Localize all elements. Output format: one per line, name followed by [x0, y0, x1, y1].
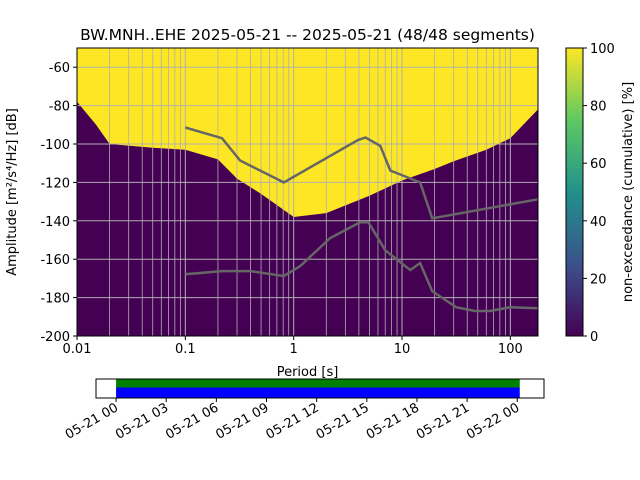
timeline-tick-label: 05-21 03 [113, 400, 171, 442]
y-tick-label: -100 [40, 138, 70, 153]
x-tick-label: 1 [290, 342, 298, 357]
heatmap-band-3 [77, 48, 538, 217]
y-axis-label: Amplitude [m²/s⁴/Hz] [dB] [5, 108, 20, 276]
colorbar-label: non-exceedance (cumulative) [%] [621, 82, 636, 302]
x-tick-label: 0.1 [175, 342, 196, 357]
y-tick-label: -120 [40, 176, 70, 191]
x-tick-label: 0.01 [63, 342, 92, 357]
timeline-tick-label: 05-21 12 [264, 400, 322, 442]
timeline-tick-label: 05-21 18 [364, 400, 422, 442]
colorbar-tick-label: 20 [590, 272, 607, 287]
colorbar-tick-label: 100 [590, 42, 615, 57]
y-tick-label: -180 [40, 292, 70, 307]
colorbar-tick-label: 60 [590, 157, 607, 172]
chart-title: BW.MNH..EHE 2025-05-21 -- 2025-05-21 (48… [80, 26, 535, 44]
timeline-tick-label: 05-21 06 [163, 400, 221, 442]
timeline-tick-label: 05-21 15 [314, 400, 372, 442]
noise-model-line-0 [184, 126, 539, 220]
y-tick-label: -60 [49, 61, 70, 76]
timeline-tick-label: 05-21 09 [213, 400, 271, 442]
x-tick-label: 10 [394, 342, 411, 357]
y-tick-label: -140 [40, 215, 70, 230]
y-tick-label: -80 [49, 100, 70, 115]
noise-model-line-1 [185, 221, 539, 313]
colorbar-tick-label: 80 [590, 100, 607, 115]
timeline-data-bar [116, 379, 520, 388]
y-tick-label: -160 [40, 253, 70, 268]
x-axis-label: Period [s] [277, 365, 339, 380]
x-tick-label: 100 [498, 342, 523, 357]
timeline-tick-label: 05-22 00 [464, 400, 522, 442]
timeline-tick-label: 05-21 21 [414, 400, 472, 442]
colorbar-tick-label: 0 [590, 330, 598, 345]
colorbar-tick-label: 40 [590, 215, 607, 230]
plot-frame [76, 47, 539, 337]
y-tick-label: -200 [40, 330, 70, 345]
timeline-tick-label: 05-21 00 [63, 400, 121, 442]
timeline-processed-bar [116, 387, 520, 398]
timeline-frame [95, 378, 545, 399]
colorbar [565, 47, 584, 337]
